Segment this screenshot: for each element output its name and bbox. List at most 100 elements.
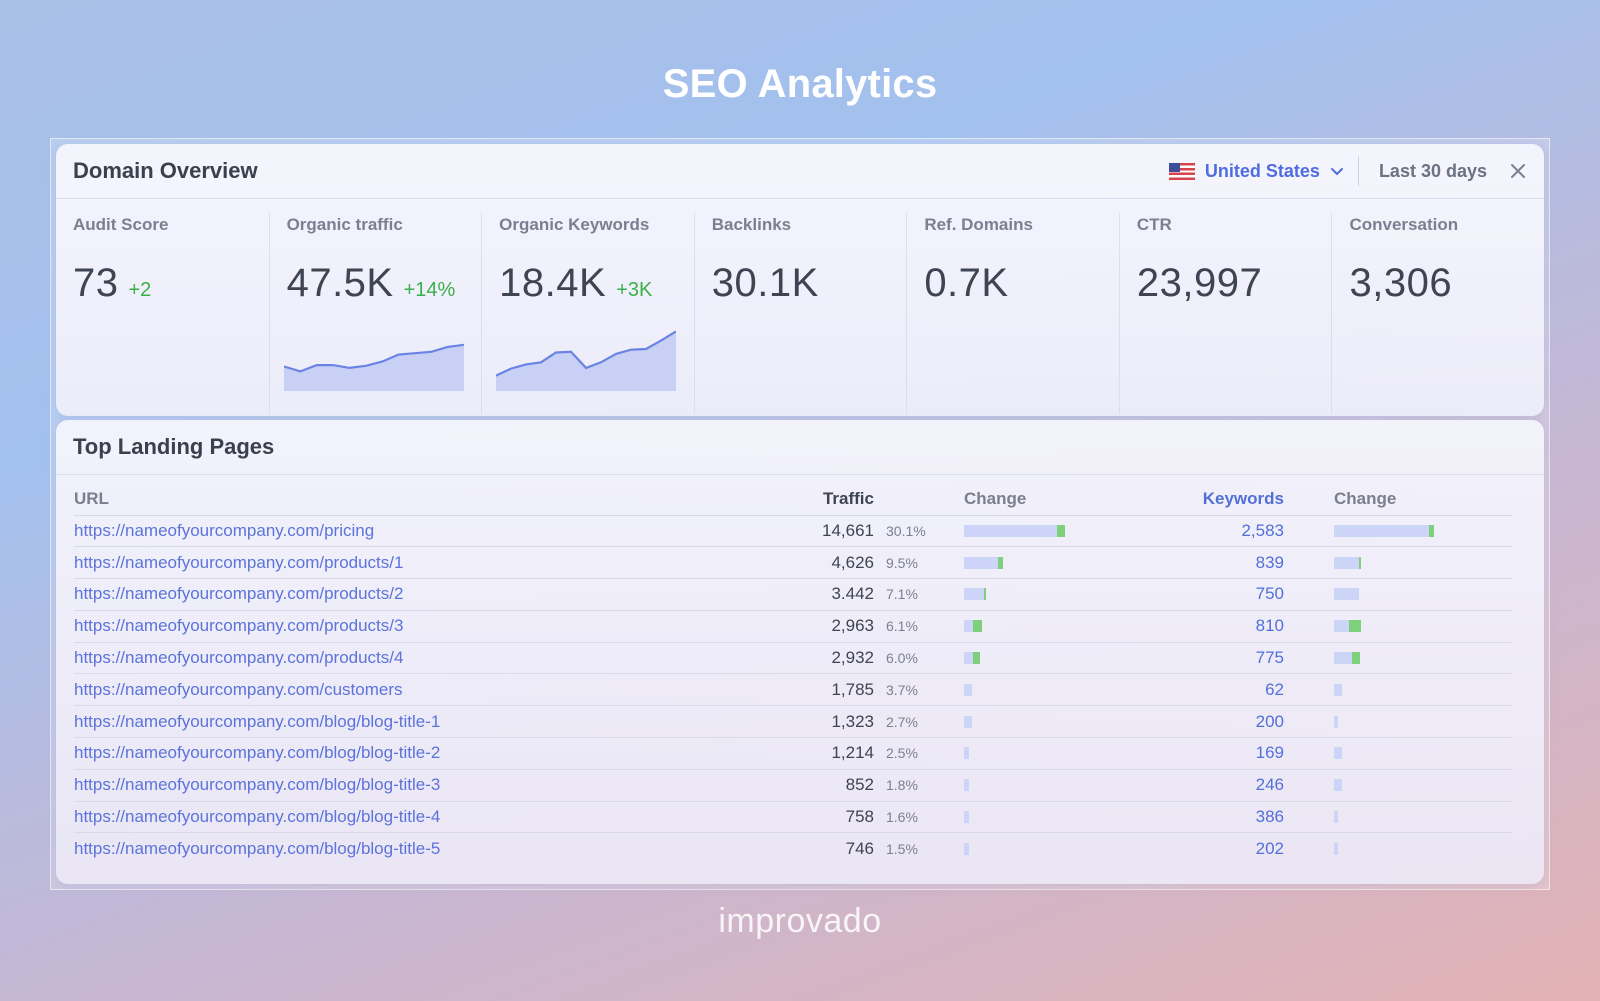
keywords-count-link[interactable]: 810	[1255, 616, 1284, 636]
keyword-change-bar	[1334, 556, 1512, 569]
keyword-change-bar	[1334, 843, 1512, 856]
metric-value: 47.5K	[286, 261, 394, 305]
keyword-change-bar	[1334, 715, 1512, 728]
metric-label: Ref. Domains	[924, 215, 1033, 234]
traffic-bar-base	[964, 652, 973, 665]
domain-overview-title: Domain Overview	[73, 158, 258, 183]
page-url-link[interactable]: https://nameofyourcompany.com/products/1	[74, 552, 404, 572]
traffic-change-bar	[964, 588, 1144, 601]
traffic-change-bar	[964, 747, 1144, 760]
page-url-link[interactable]: https://nameofyourcompany.com/products/3	[74, 616, 404, 636]
keywords-count-link[interactable]: 386	[1255, 807, 1284, 827]
traffic-share: 6.1%	[874, 610, 964, 643]
metric-label: CTR	[1136, 215, 1172, 234]
metric-value: 18.4K	[499, 261, 607, 305]
metric-backlinks: Backlinks 30.1K	[693, 213, 907, 414]
traffic-share: 2.5%	[874, 737, 964, 770]
keyword-change-bar	[1334, 747, 1512, 760]
traffic-share: 30.1%	[874, 515, 964, 548]
traffic-bar-base	[964, 620, 973, 633]
keywords-count-link[interactable]: 750	[1255, 584, 1284, 604]
traffic-bar-base	[964, 779, 969, 792]
traffic-share: 1.5%	[886, 841, 918, 858]
traffic-bar-base	[964, 715, 972, 728]
overview-controls: United States Last 30 days	[1168, 144, 1527, 198]
column-header-keywords[interactable]: Keywords	[1144, 475, 1284, 516]
keywords-count-link[interactable]: 775	[1255, 648, 1284, 668]
traffic-change-bar	[964, 652, 1144, 665]
keyword-change-bar	[1334, 811, 1512, 824]
metric-value: 3,306	[1349, 261, 1453, 305]
keywords-count-link[interactable]: 169	[1255, 743, 1284, 763]
traffic-change-bar	[964, 683, 1144, 696]
table-row: https://nameofyourcompany.com/blog/blog-…	[74, 801, 1512, 834]
keywords-count-link[interactable]: 2,583	[1241, 520, 1284, 540]
metric-ref-domains: Ref. Domains 0.7K	[906, 213, 1119, 414]
traffic-change-bar	[964, 556, 1144, 569]
metrics-row: Audit Score 73 +2 Organic traffic 47.5K …	[56, 199, 1544, 414]
traffic-share: 9.5%	[874, 546, 964, 580]
keyword-bar-increase	[1429, 524, 1434, 537]
metric-conversation: Conversation 3,306	[1331, 213, 1544, 414]
metric-delta: +3K	[616, 279, 653, 301]
country-select[interactable]: United States	[1168, 161, 1344, 182]
traffic-value: 758	[774, 801, 874, 834]
keywords-count-link[interactable]: 200	[1255, 711, 1284, 731]
date-range-select[interactable]: Last 30 days	[1378, 160, 1487, 181]
page-url-link[interactable]: https://nameofyourcompany.com/blog/blog-…	[74, 775, 441, 795]
organic-traffic-sparkline	[283, 343, 464, 391]
traffic-bar-increase	[984, 588, 986, 601]
keyword-bar-base	[1334, 556, 1359, 569]
keyword-bar-base	[1334, 524, 1429, 537]
keyword-bar-base	[1334, 715, 1338, 728]
keywords-count-link[interactable]: 202	[1255, 839, 1284, 859]
metric-audit-score: Audit Score 73 +2	[56, 213, 269, 414]
us-flag-icon	[1168, 162, 1195, 180]
traffic-share: 6.0%	[874, 642, 964, 675]
page-url-link[interactable]: https://nameofyourcompany.com/customers	[74, 679, 403, 699]
keywords-count-link[interactable]: 62	[1265, 679, 1284, 699]
table-row: https://nameofyourcompany.com/products/4…	[74, 642, 1512, 675]
metric-ctr: CTR 23,997	[1118, 213, 1332, 414]
column-header-change[interactable]: Change	[964, 475, 1144, 516]
metric-value: 0.7K	[924, 261, 1009, 305]
metric-delta: +2	[128, 279, 152, 301]
column-header-traffic[interactable]: Traffic	[774, 475, 874, 516]
keyword-bar-base	[1334, 652, 1352, 665]
page-url-link[interactable]: https://nameofyourcompany.com/products/4	[74, 648, 404, 668]
traffic-value: 1,785	[774, 673, 874, 707]
keyword-bar-base	[1334, 843, 1338, 856]
keyword-bar-base	[1334, 588, 1359, 601]
traffic-value: 1,214	[774, 737, 874, 770]
column-header-keyword-change[interactable]: Change	[1284, 475, 1512, 516]
traffic-bar-base	[964, 524, 1057, 537]
traffic-change-bar	[964, 715, 1144, 728]
page-url-link[interactable]: https://nameofyourcompany.com/pricing	[74, 520, 375, 540]
traffic-bar-base	[964, 588, 984, 601]
sparkline-line	[496, 330, 677, 377]
table-row: https://nameofyourcompany.com/blog/blog-…	[74, 737, 1512, 770]
metric-value: 73	[73, 261, 119, 305]
column-header-url[interactable]: URL	[74, 475, 774, 516]
metric-label: Backlinks	[711, 215, 792, 234]
keywords-count-link[interactable]: 839	[1255, 552, 1284, 572]
keyword-change-bar	[1334, 683, 1512, 696]
landing-pages-table: URL Traffic Change Keywords Change https…	[74, 475, 1512, 865]
page-url-link[interactable]: https://nameofyourcompany.com/blog/blog-…	[74, 743, 441, 763]
keyword-bar-increase	[1359, 556, 1361, 569]
page-url-link[interactable]: https://nameofyourcompany.com/products/2	[74, 584, 404, 604]
close-icon[interactable]	[1509, 162, 1527, 180]
traffic-share: 2.7%	[874, 705, 964, 739]
keyword-change-bar	[1334, 779, 1512, 792]
page-url-link[interactable]: https://nameofyourcompany.com/blog/blog-…	[74, 807, 441, 827]
traffic-bar-increase	[1057, 524, 1065, 537]
page-url-link[interactable]: https://nameofyourcompany.com/blog/blog-…	[74, 711, 441, 731]
traffic-share: 1.6%	[874, 801, 964, 834]
metric-organic-traffic: Organic traffic 47.5K +14%	[268, 213, 482, 414]
keyword-change-bar	[1334, 588, 1512, 601]
page-title: SEO Analytics	[662, 62, 938, 106]
metric-label: Conversation	[1349, 215, 1459, 234]
page-url-link[interactable]: https://nameofyourcompany.com/blog/blog-…	[74, 839, 441, 859]
keywords-count-link[interactable]: 246	[1255, 775, 1284, 795]
keyword-bar-base	[1334, 747, 1342, 760]
